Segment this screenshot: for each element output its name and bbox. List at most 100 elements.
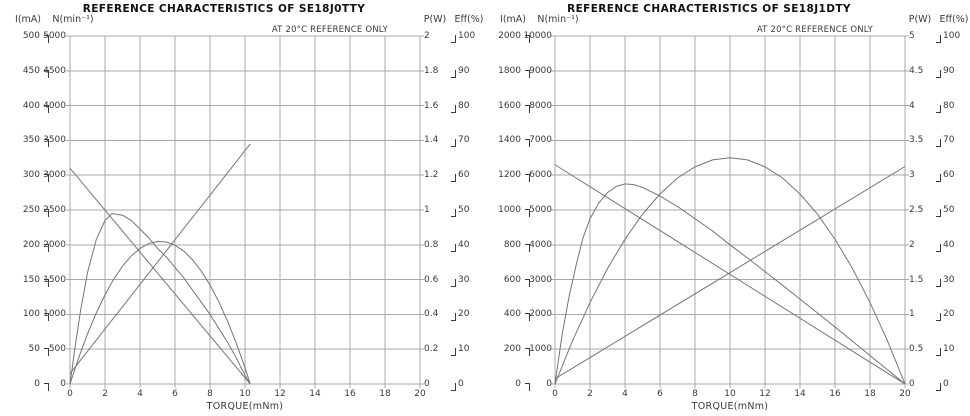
speed-axis-tick: 0 (60, 379, 66, 389)
eff-bracket-tick (451, 174, 456, 183)
power-axis-tick: 5 (909, 31, 915, 41)
current-axis-tick: 1400 (498, 135, 521, 146)
current-axis-tick: 1600 (498, 100, 521, 111)
x-axis-tick: 18 (864, 389, 876, 399)
speed-axis-tick: 7000 (529, 135, 552, 146)
efficiency-curve (69, 212, 251, 385)
current-bracket-tick (44, 174, 49, 183)
chart-title: REFERENCE CHARACTERISTICS OF SE18J1DTY (567, 3, 851, 15)
x-axis-tick: 10 (724, 389, 736, 399)
eff-axis-tick: 10 (458, 344, 470, 355)
eff-axis-tick: 40 (458, 239, 470, 250)
eff-bracket-tick (936, 278, 941, 287)
power-curve (69, 240, 251, 385)
current-axis-tick: 250 (22, 205, 40, 215)
current-bracket-tick (44, 243, 49, 252)
eff-axis-tick: 60 (458, 170, 470, 181)
power-axis-tick: 0 (909, 379, 915, 389)
eff-axis-tick: 0 (458, 379, 464, 389)
eff-axis-tick: 10 (943, 344, 955, 355)
power-axis-tick: 0.5 (909, 344, 924, 355)
eff-axis-tick: 50 (458, 205, 470, 215)
efficiency-curve (554, 183, 906, 385)
eff-axis-tick: 80 (943, 100, 955, 111)
current-bracket-tick (44, 313, 49, 322)
current-bracket-tick (525, 243, 530, 252)
speed-axis-tick: 1000 (43, 309, 66, 320)
current-axis-tick: 1200 (498, 170, 521, 181)
current-bracket-tick (525, 69, 530, 78)
current-axis-tick: 200 (22, 239, 40, 250)
chart-SE18J1DTY: REFERENCE CHARACTERISTICS OF SE18J1DTY I(… (485, 0, 970, 416)
power-axis-tick: 1.8 (424, 65, 439, 76)
speed-axis-tick: 5000 (529, 205, 552, 215)
eff-bracket-tick (451, 383, 456, 391)
speed-axis-tick: 5000 (43, 31, 66, 41)
current-bracket-tick (44, 383, 49, 391)
current-bracket-tick (525, 35, 530, 43)
x-axis-tick: 18 (379, 389, 391, 399)
x-axis-tick: 20 (414, 389, 426, 399)
speed-axis-tick: 8000 (529, 100, 552, 111)
x-axis-tick: 10 (239, 389, 251, 399)
grid-lines (551, 35, 909, 388)
axis-name-power: P(W) (423, 14, 447, 25)
eff-axis-tick: 30 (458, 274, 470, 285)
eff-bracket-tick (936, 104, 941, 113)
x-axis-tick: 0 (67, 389, 73, 399)
power-axis-tick: 2 (424, 31, 430, 41)
eff-bracket-tick (936, 139, 941, 148)
eff-bracket-tick (936, 35, 941, 43)
x-axis-tick: 6 (657, 389, 663, 399)
current-axis-tick: 200 (503, 344, 521, 355)
speed-axis-tick: 500 (48, 344, 66, 355)
x-axis-tick: 12 (274, 389, 286, 399)
x-axis-tick: 6 (172, 389, 178, 399)
speed-axis-tick: 4500 (43, 65, 66, 76)
curves (554, 157, 906, 385)
x-axis-tick: 16 (344, 389, 356, 399)
current-bracket-tick (525, 139, 530, 148)
axis-name-speed: N(min⁻¹) (537, 14, 579, 25)
power-axis-tick: 0.8 (424, 239, 439, 250)
current-axis-tick: 600 (503, 274, 521, 285)
x-axis-title: TORQUE(mNm) (206, 401, 284, 412)
eff-axis-tick: 90 (943, 65, 955, 76)
current-bracket-tick (44, 139, 49, 148)
current-bracket-tick (44, 348, 49, 357)
eff-axis-tick: 70 (943, 135, 955, 146)
power-axis-tick: 1.5 (909, 274, 924, 285)
chart-SE18J0TTY: REFERENCE CHARACTERISTICS OF SE18J0TTY I(… (15, 3, 483, 412)
power-axis-tick: 1.2 (424, 170, 439, 181)
current-axis-tick: 0 (34, 379, 40, 389)
speed-curve (69, 167, 251, 385)
current-bracket-tick (44, 104, 49, 113)
eff-bracket-tick (451, 69, 456, 78)
current-bracket-tick (525, 383, 530, 391)
x-axis-tick: 8 (692, 389, 698, 399)
power-axis-tick: 1 (909, 309, 915, 320)
current-curve (69, 143, 251, 374)
curves (69, 143, 251, 385)
power-axis-tick: 4.5 (909, 65, 924, 76)
speed-axis-tick: 1500 (43, 274, 66, 285)
eff-axis-tick: 30 (943, 274, 955, 285)
speed-axis-tick: 1000 (529, 344, 552, 355)
current-axis-tick: 500 (22, 31, 40, 41)
eff-bracket-tick (936, 313, 941, 322)
speed-axis-tick: 3500 (43, 135, 66, 146)
current-curve (554, 166, 906, 380)
eff-axis-tick: 100 (943, 31, 961, 41)
grid-lines (66, 35, 424, 388)
speed-axis-tick: 3000 (529, 274, 552, 285)
power-axis-tick: 0.6 (424, 274, 439, 285)
axis-name-current: I(mA) (15, 14, 41, 25)
current-axis-tick: 300 (22, 170, 40, 181)
speed-axis-tick: 4000 (43, 100, 66, 111)
x-axis-title: TORQUE(mNm) (691, 401, 769, 412)
eff-axis-tick: 80 (458, 100, 470, 111)
speed-axis-tick: 2000 (43, 239, 66, 250)
current-axis-tick: 800 (503, 239, 521, 250)
power-axis-tick: 0 (424, 379, 430, 389)
